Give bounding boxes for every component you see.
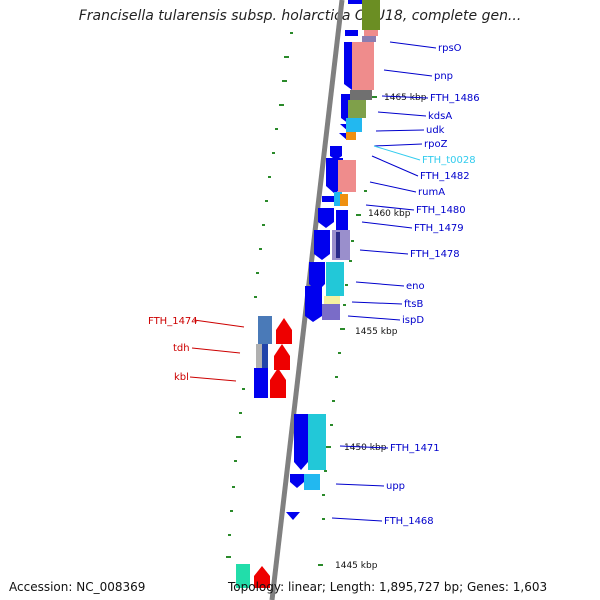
gene-label-rpoz: rpoZ [424,139,448,150]
gene-label-ftsb: ftsB [404,299,423,310]
gene-label-fth-1479: FTH_1479 [414,223,464,234]
gene-label-eno: eno [406,281,425,292]
gene-label-fth-1478: FTH_1478 [410,249,460,260]
gene-label-fth-1480: FTH_1480 [416,205,466,216]
right-gene-labels: rpsO pnp FTH_1486 kdsA udk rpoZ FTH_t002… [384,43,480,527]
gene-label-ruma: rumA [418,187,445,198]
gene-arrows-lower[interactable] [236,414,326,588]
gene-label-rpso: rpsO [438,43,462,54]
gene-label-kdsa: kdsA [428,111,452,122]
gene-label-ispd: ispD [402,315,424,326]
feature-boxes-upper [322,0,380,320]
gene-label-upp: upp [386,481,405,492]
scale-labels: 1465 kbp 1460 kbp 1455 kbp 1450 kbp 1445… [335,93,427,571]
gene-label-pnp: pnp [434,71,453,82]
gene-label-fth-1482: FTH_1482 [420,171,470,182]
tick-marks [226,32,377,566]
gene-arrows-left[interactable] [254,316,292,398]
gene-label-tdh: tdh [173,343,190,354]
gene-label-fth-1471: FTH_1471 [390,443,440,454]
gene-label-udk: udk [426,125,445,136]
gene-label-fth-t0028: FTH_t0028 [422,155,476,166]
gene-label-kbl: kbl [174,372,189,383]
left-gene-labels: FTH_1474 tdh kbl [148,316,198,383]
scale-label: 1450 kbp [344,443,387,453]
accession-label: Accession: NC_008369 [9,580,146,594]
scale-label: 1460 kbp [368,209,411,219]
gene-label-fth-1474: FTH_1474 [148,316,198,327]
label-leader-lines [189,41,437,522]
map-title: Francisella tularensis subsp. holarctica… [78,8,522,24]
scale-label: 1465 kbp [384,93,427,103]
gene-label-fth-1486: FTH_1486 [430,93,480,104]
genome-summary: Topology: linear; Length: 1,895,727 bp; … [228,580,548,594]
scale-label: 1455 kbp [355,327,398,337]
scale-label: 1445 kbp [335,561,378,571]
gene-label-fth-1468: FTH_1468 [384,516,434,527]
